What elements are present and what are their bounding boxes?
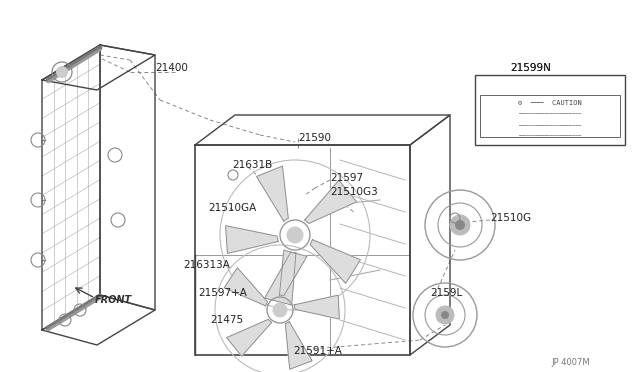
Text: 21591+A: 21591+A: [293, 346, 342, 356]
Circle shape: [56, 66, 68, 78]
Bar: [475, 75, 625, 145]
Bar: [480, 95, 620, 137]
Text: JP 4007M: JP 4007M: [552, 358, 590, 367]
Polygon shape: [265, 253, 296, 305]
Text: 21599N: 21599N: [510, 63, 551, 73]
Polygon shape: [224, 268, 268, 306]
Text: 21510G3: 21510G3: [330, 187, 378, 197]
Text: 21475: 21475: [210, 315, 243, 325]
Circle shape: [441, 311, 449, 319]
Text: 21510G: 21510G: [490, 213, 531, 223]
Text: 21631B: 21631B: [232, 160, 272, 170]
Circle shape: [436, 306, 454, 324]
Circle shape: [450, 215, 470, 235]
Text: 2159L: 2159L: [430, 288, 462, 298]
Text: ⊙  ───  CAUTION: ⊙ ─── CAUTION: [518, 100, 582, 106]
Text: 21510GA: 21510GA: [208, 203, 256, 213]
Text: FRONT: FRONT: [95, 295, 132, 305]
Circle shape: [287, 227, 303, 243]
Text: 21597: 21597: [330, 173, 363, 183]
Polygon shape: [257, 166, 288, 221]
Polygon shape: [305, 180, 356, 224]
Polygon shape: [226, 226, 278, 253]
Text: 21400: 21400: [155, 63, 188, 73]
Polygon shape: [285, 322, 312, 369]
Text: ──────────────────────: ──────────────────────: [518, 132, 582, 138]
Polygon shape: [280, 250, 307, 295]
Circle shape: [273, 303, 287, 317]
Polygon shape: [227, 320, 271, 356]
Text: ──────────────────────: ──────────────────────: [518, 110, 582, 115]
Text: 216313A: 216313A: [183, 260, 230, 270]
Circle shape: [455, 220, 465, 230]
Text: 21599N: 21599N: [510, 63, 551, 73]
Text: ──────────────────────: ──────────────────────: [518, 122, 582, 128]
Polygon shape: [310, 240, 360, 283]
Text: 21590: 21590: [298, 133, 331, 143]
Text: 21597+A: 21597+A: [198, 288, 247, 298]
Polygon shape: [294, 295, 339, 319]
